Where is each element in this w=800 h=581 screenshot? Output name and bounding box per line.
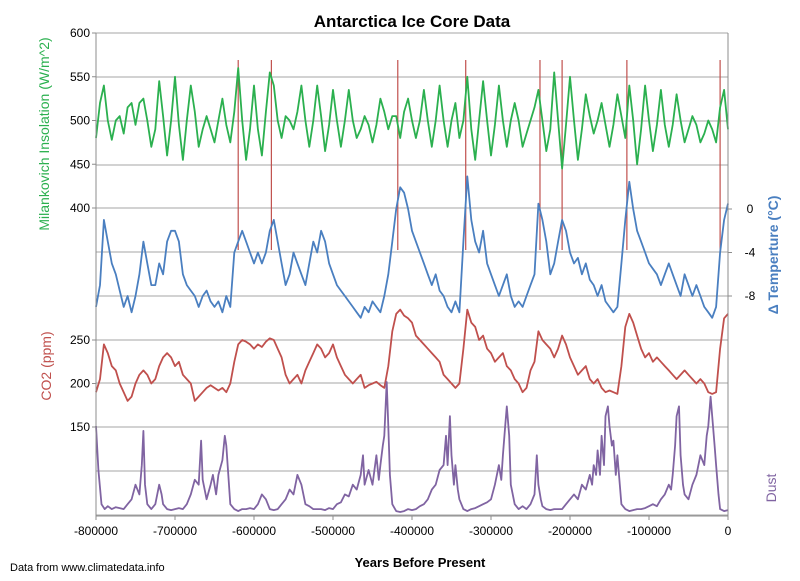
x-tick-label: -300000	[469, 524, 513, 538]
insolation-line	[95, 67, 729, 170]
left-tick-label: 400	[70, 201, 90, 215]
co2-line	[95, 308, 729, 402]
temperature-axis-label: Δ Temperture (°C)	[765, 196, 781, 315]
dust-line	[95, 381, 729, 513]
dust-axis-label: Dust	[763, 474, 779, 503]
insolation-axis-label: Milankovich Insolation (W/m^2)	[36, 37, 52, 230]
x-tick-label: -700000	[153, 524, 197, 538]
x-tick-label: -200000	[548, 524, 592, 538]
right-tick-label: -4	[745, 246, 756, 260]
x-axis-label: Years Before Present	[355, 555, 486, 570]
left-tick-label: 250	[70, 333, 90, 347]
co2-axis-label: CO2 (ppm)	[38, 331, 54, 400]
chart-title: Antarctica Ice Core Data	[314, 12, 511, 31]
x-tick-label: -100000	[627, 524, 671, 538]
right-tick-label: 0	[747, 202, 754, 216]
x-tick-label: -500000	[311, 524, 355, 538]
series-lines	[95, 67, 729, 513]
left-tick-label: 500	[70, 114, 90, 128]
temperature-line	[95, 175, 729, 319]
left-tick-label: 450	[70, 157, 90, 171]
x-tick-label: 0	[725, 524, 732, 538]
right-tick-label: -8	[745, 289, 756, 303]
x-tick-label: -400000	[390, 524, 434, 538]
credit-text: Data from www.climatedata.info	[10, 562, 165, 574]
x-tick-label: -600000	[232, 524, 276, 538]
left-tick-label: 550	[70, 70, 90, 84]
left-tick-label: 600	[70, 26, 90, 40]
left-tick-label: 200	[70, 377, 90, 391]
left-tick-label: 150	[70, 420, 90, 434]
axes: 600 550 500 450 400 250 200 150 0 -4 -8 -800000 -700…	[70, 26, 756, 538]
x-tick-label: -800000	[74, 524, 118, 538]
